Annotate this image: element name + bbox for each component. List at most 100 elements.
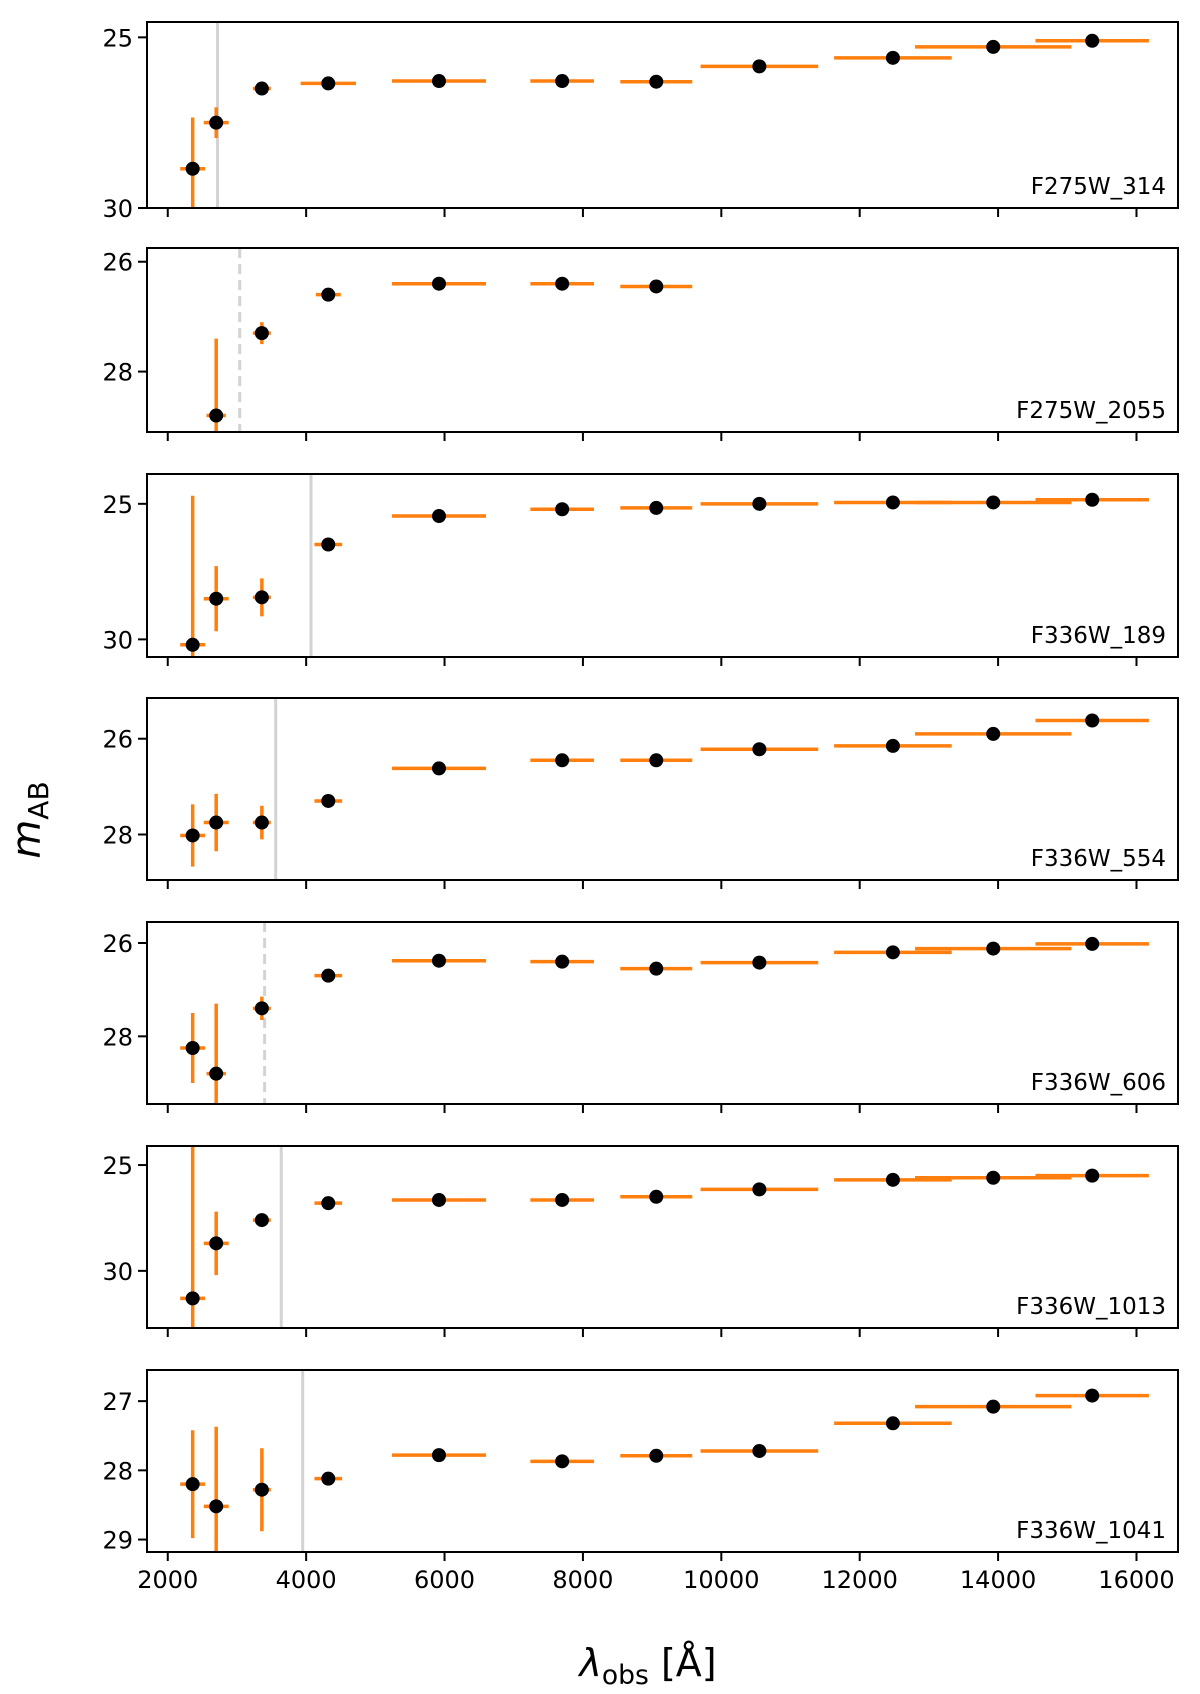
panel-1: 25 30 F275W_314 <box>102 21 1179 223</box>
data-point <box>752 59 767 74</box>
data-point <box>649 74 664 89</box>
y-tick-label: 30 <box>102 1258 133 1286</box>
data-point <box>555 1192 570 1207</box>
data-point <box>555 276 570 291</box>
data-point <box>885 1172 900 1187</box>
data-point <box>885 738 900 753</box>
data-point <box>185 1291 200 1306</box>
x-axis-title: λobs [Å] <box>577 1641 716 1691</box>
y-tick-label: 25 <box>102 24 133 52</box>
panel-plot-area <box>180 22 1149 208</box>
x-tick-label: 4000 <box>276 1566 337 1594</box>
panel-label: F275W_2055 <box>1016 398 1166 424</box>
data-point <box>1085 33 1100 48</box>
data-point <box>209 1066 224 1081</box>
data-point <box>185 1041 200 1055</box>
data-point <box>986 726 1001 741</box>
panel-3: 25 30 F336W_189 <box>102 473 1179 666</box>
x-tick-label: 14000 <box>960 1566 1036 1594</box>
data-point <box>649 753 664 768</box>
panel-label: F336W_606 <box>1031 1070 1166 1096</box>
panel-frame <box>146 1369 1179 1553</box>
panel-frame <box>146 1145 1179 1329</box>
y-tick-label: 28 <box>102 1457 133 1485</box>
panel-label: F275W_314 <box>1031 174 1166 200</box>
panel-frame <box>146 697 1179 881</box>
panel-frame <box>146 473 1179 658</box>
data-point <box>321 793 336 808</box>
data-point <box>986 495 1001 510</box>
data-point <box>185 637 200 652</box>
data-point <box>321 1471 336 1486</box>
data-point <box>885 495 900 510</box>
data-point <box>254 81 269 96</box>
panel-plot-area <box>180 1370 1149 1552</box>
data-point <box>432 761 447 776</box>
data-point <box>209 115 224 130</box>
data-point <box>185 828 200 843</box>
data-point <box>555 954 570 969</box>
y-tick-label: 28 <box>102 359 133 387</box>
panel-label: F336W_1041 <box>1016 1518 1166 1544</box>
panel-plot-area <box>180 922 1149 1104</box>
data-point <box>254 815 269 830</box>
data-point <box>752 1443 767 1458</box>
data-point <box>185 161 200 176</box>
data-point <box>752 955 767 970</box>
data-point <box>209 408 224 423</box>
data-point <box>209 591 224 606</box>
panel-label: F336W_1013 <box>1016 1294 1166 1320</box>
data-point <box>555 1454 570 1469</box>
y-tick-label: 28 <box>102 822 133 850</box>
data-point <box>432 74 447 89</box>
data-point <box>432 1192 447 1207</box>
y-tick-label: 26 <box>102 726 133 754</box>
y-tick-label: 26 <box>102 249 133 277</box>
data-point <box>254 1213 269 1228</box>
data-point <box>986 1399 1001 1414</box>
y-axis-title: mAB <box>4 781 55 858</box>
x-tick-label: 12000 <box>822 1566 898 1594</box>
panel-4: 26 28 F336W_554 <box>102 697 1179 889</box>
data-point <box>321 1196 336 1211</box>
data-point <box>1085 492 1100 507</box>
data-point <box>649 1448 664 1463</box>
data-point <box>1085 713 1100 728</box>
y-tick-label: 30 <box>102 626 133 654</box>
data-point <box>1085 936 1100 951</box>
data-point <box>432 1448 447 1463</box>
data-point <box>555 753 570 768</box>
y-tick-label: 27 <box>102 1388 133 1416</box>
panels-group: 25 30 F275W_314 26 28 F275W_2055 25 30 F336W_189… <box>102 21 1179 1594</box>
panel-plot-area <box>180 1146 1149 1328</box>
data-point <box>432 953 447 968</box>
data-point <box>885 50 900 65</box>
panel-plot-area <box>180 474 1149 657</box>
y-tick-label: 25 <box>102 491 133 519</box>
data-point <box>986 941 1001 956</box>
panel-frame <box>146 921 1179 1105</box>
data-point <box>752 496 767 511</box>
data-point <box>649 500 664 515</box>
data-point <box>254 1001 269 1016</box>
data-point <box>555 74 570 89</box>
data-point <box>209 1236 224 1251</box>
data-point <box>321 968 336 983</box>
data-point <box>1085 1168 1100 1183</box>
data-point <box>752 742 767 757</box>
panel-5: 26 28 F336W_606 <box>102 921 1179 1113</box>
panel-frame <box>146 247 1179 433</box>
data-point <box>649 279 664 294</box>
data-point <box>209 815 224 830</box>
panel-plot-area <box>180 698 1149 880</box>
data-point <box>432 509 447 524</box>
panel-plot-area <box>206 248 693 432</box>
x-tick-label: 8000 <box>552 1566 613 1594</box>
y-tick-label: 26 <box>102 930 133 958</box>
x-tick-label: 6000 <box>414 1566 475 1594</box>
panel-frame <box>146 21 1179 209</box>
